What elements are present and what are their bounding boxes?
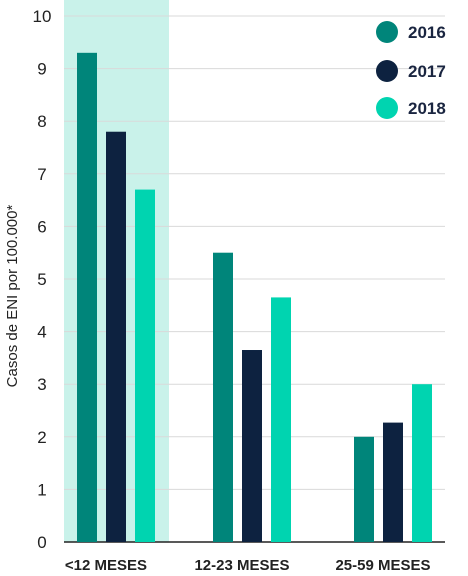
bar-2018-2 [412,384,432,542]
y-tick-label: 9 [37,60,46,79]
bar-2017-2 [383,422,403,542]
legend-label: 2017 [408,62,446,81]
y-tick-label: 0 [37,533,46,552]
bar-2017-1 [242,350,262,542]
bar-2018-0 [135,189,155,542]
y-tick-label: 8 [37,112,46,131]
y-tick-label: 2 [37,428,46,447]
category-label: 25-59 MESES [335,557,430,574]
y-axis-label: Casos de ENI por 100.000* [4,205,21,388]
category-label: 12-23 MESES [194,557,289,574]
y-tick-label: 3 [37,375,46,394]
category-label: <12 MESES [65,557,147,574]
legend-swatch [376,21,398,43]
legend-swatch [376,60,398,82]
bar-2016-1 [213,252,233,542]
y-tick-label: 1 [37,480,46,499]
y-tick-label: 10 [33,7,52,26]
y-tick-label: 5 [37,270,46,289]
legend-label: 2018 [408,99,446,118]
y-tick-label: 4 [37,323,46,342]
bar-2017-0 [106,131,126,542]
bar-2018-1 [271,297,291,542]
legend-label: 2016 [408,23,446,42]
y-tick-label: 7 [37,165,46,184]
legend-swatch [376,97,398,119]
y-tick-label: 6 [37,217,46,236]
bar-2016-0 [77,52,97,542]
bar-2016-2 [354,436,374,542]
